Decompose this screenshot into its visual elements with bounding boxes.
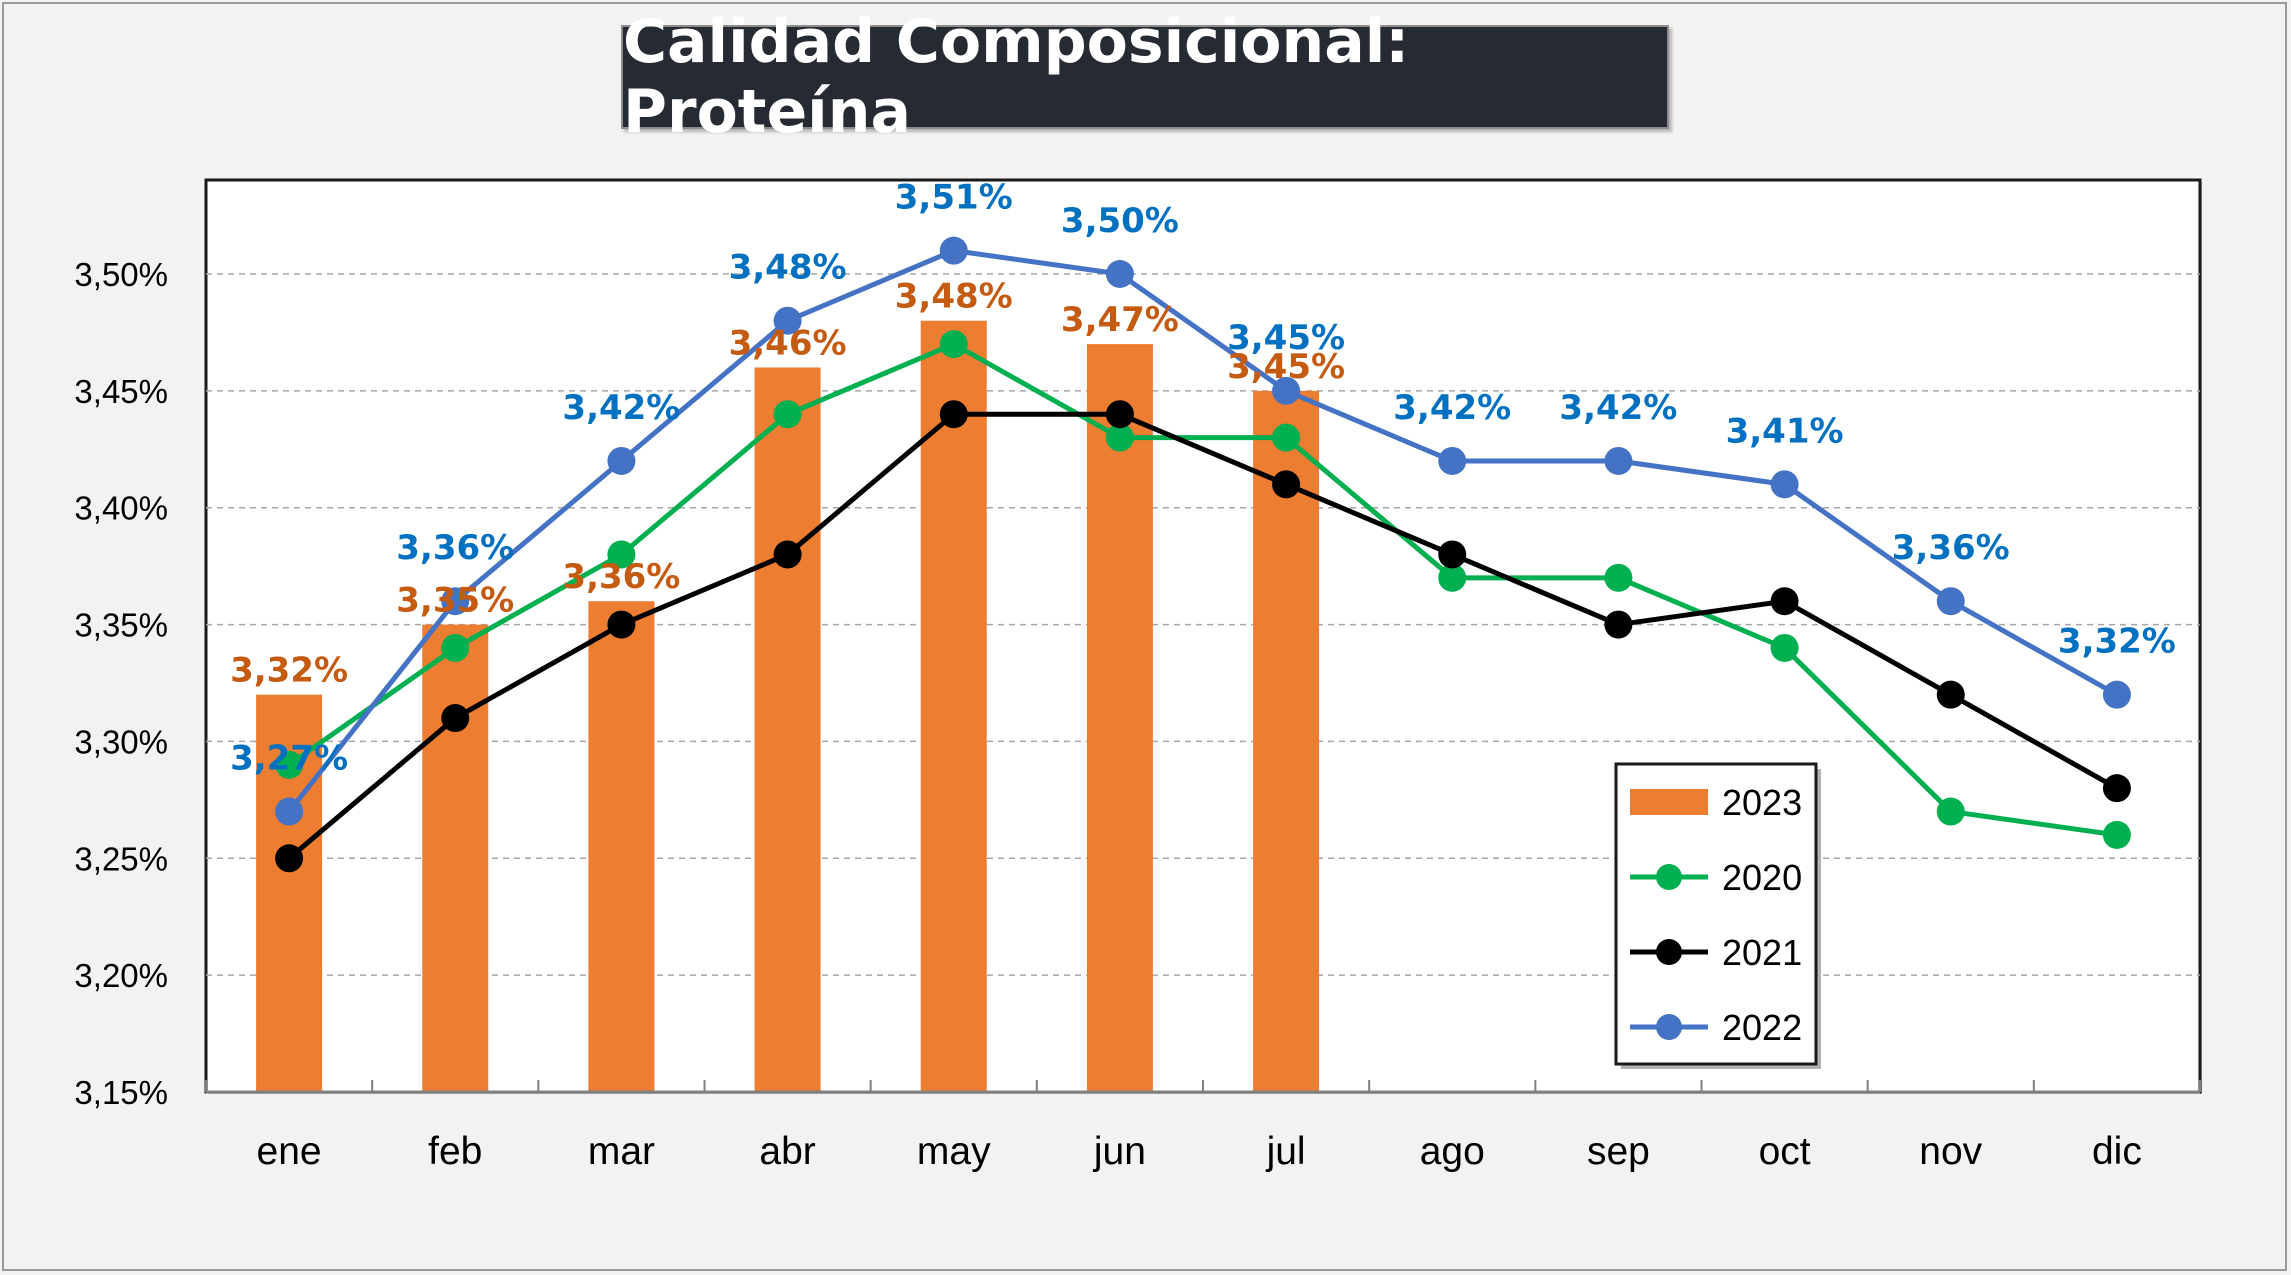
data-label-2023: 3,35%: [396, 581, 514, 621]
y-tick-label: 3,35%: [74, 607, 168, 644]
legend-label-2023: 2023: [1722, 782, 1802, 823]
point-2022: [1770, 470, 1799, 499]
bar-2023: [754, 367, 821, 1091]
point-2022: [1438, 446, 1467, 475]
data-label-2022: 3,51%: [895, 178, 1013, 218]
point-2022: [1272, 376, 1301, 405]
bar-2023: [588, 601, 655, 1091]
x-tick-label: nov: [1919, 1130, 1982, 1173]
x-tick-label: feb: [428, 1130, 482, 1173]
legend-label-2020: 2020: [1722, 857, 1802, 898]
data-label-2022: 3,45%: [1227, 318, 1345, 358]
x-tick-label: oct: [1759, 1130, 1811, 1173]
point-2021: [607, 610, 636, 639]
y-tick-label: 3,50%: [74, 256, 168, 293]
point-2021: [1105, 400, 1134, 429]
point-2021: [773, 540, 802, 569]
data-label-2023: 3,46%: [729, 323, 847, 363]
legend-label-2022: 2022: [1722, 1007, 1802, 1048]
point-2020: [1272, 423, 1301, 452]
point-2020: [1105, 423, 1134, 452]
point-2021: [1770, 587, 1799, 616]
y-tick-label: 3,45%: [74, 373, 168, 410]
point-2022: [441, 587, 470, 616]
line-2021: [287, 411, 2119, 861]
y-tick-label: 3,20%: [74, 957, 168, 994]
point-2020: [773, 400, 802, 429]
data-label-2022: 3,32%: [2058, 622, 2176, 662]
point-2022: [275, 797, 304, 826]
data-label-2022: 3,50%: [1061, 201, 1179, 241]
bar-2023: [920, 320, 987, 1091]
line-2020: [287, 341, 2118, 838]
point-2022: [1105, 260, 1134, 288]
point-2021: [1272, 470, 1301, 499]
plot-area: [204, 178, 2202, 1094]
point-2022: [1936, 587, 1965, 616]
point-2021: [1438, 540, 1467, 569]
legend-marker-2020: [1656, 864, 1682, 890]
data-label-2022: 3,48%: [729, 248, 847, 288]
data-label-2023: 3,45%: [1227, 347, 1345, 387]
data-label-2022: 3,36%: [396, 528, 514, 568]
point-2020: [939, 330, 968, 359]
x-tick-label: abr: [759, 1130, 815, 1173]
point-2020: [275, 750, 304, 779]
data-label-2022: 3,36%: [1892, 528, 2010, 568]
data-label-2023: 3,48%: [895, 277, 1013, 317]
data-label-2022: 3,42%: [1559, 388, 1677, 428]
bar-2023: [1086, 344, 1153, 1091]
y-tick-label: 3,25%: [74, 840, 168, 877]
x-tick-label: ene: [257, 1130, 322, 1173]
title-box: Calidad Composicional: Proteína: [621, 7, 1669, 147]
point-2021: [441, 704, 470, 733]
chart-title: Calidad Composicional: Proteína: [623, 7, 1410, 147]
data-label-2022: 3,27%: [230, 739, 348, 779]
point-2021: [939, 400, 968, 429]
point-2021: [2102, 774, 2131, 803]
data-label-2022: 3,42%: [1393, 388, 1511, 428]
point-2022: [607, 446, 636, 475]
legend-marker-2021: [1656, 939, 1682, 965]
legend-marker-2022: [1656, 1014, 1682, 1040]
data-label-2022: 3,41%: [1726, 411, 1844, 451]
point-2020: [1604, 563, 1633, 592]
point-2022: [773, 306, 802, 335]
point-2022: [1604, 446, 1633, 475]
y-tick-label: 3,40%: [74, 490, 168, 527]
x-tick-label: dic: [2092, 1130, 2142, 1173]
data-label-2023: 3,32%: [230, 651, 348, 691]
legend-label-2021: 2021: [1722, 932, 1802, 973]
point-2020: [1438, 563, 1467, 592]
data-label-2023: 3,47%: [1061, 300, 1179, 340]
x-tick-label: jun: [1093, 1130, 1146, 1173]
point-2021: [275, 844, 304, 873]
x-tick-label: may: [917, 1130, 991, 1173]
y-tick-label: 3,15%: [74, 1074, 168, 1111]
x-tick-label: ago: [1420, 1130, 1485, 1173]
x-tick-label: sep: [1587, 1130, 1650, 1173]
legend-swatch-2023: [1630, 789, 1708, 815]
point-2020: [1770, 633, 1799, 662]
data-label-2022: 3,42%: [562, 388, 680, 428]
point-2022: [2102, 680, 2131, 709]
y-tick-label: 3,30%: [74, 723, 168, 760]
data-label-2023: 3,36%: [562, 557, 680, 597]
point-2020: [1936, 797, 1965, 826]
point-2020: [441, 633, 470, 662]
point-2021: [1604, 610, 1633, 639]
point-2022: [939, 236, 968, 265]
point-2020: [2102, 820, 2131, 849]
x-tick-label: jul: [1266, 1130, 1306, 1173]
line-2022: [287, 248, 2119, 814]
bar-2023: [422, 624, 489, 1091]
point-2021: [1936, 680, 1965, 709]
x-tick-label: mar: [588, 1130, 655, 1173]
point-2020: [607, 540, 636, 569]
bar-2023: [1253, 390, 1320, 1091]
